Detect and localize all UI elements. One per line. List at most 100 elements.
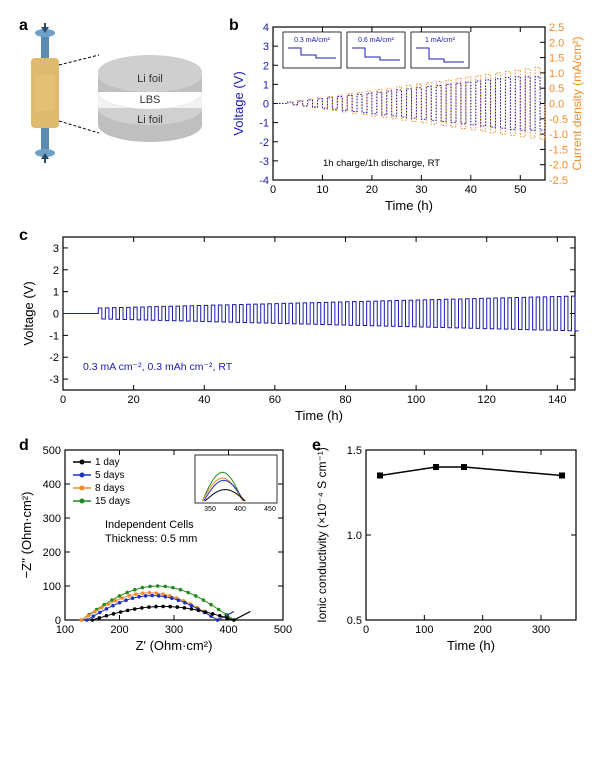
layer-label-bot: Li foil: [137, 114, 163, 126]
panel-a: a: [15, 15, 215, 185]
svg-text:200: 200: [43, 547, 61, 559]
svg-text:Ionic conductivity (×10⁻⁴ S cm: Ionic conductivity (×10⁻⁴ S cm⁻¹): [315, 447, 329, 623]
svg-text:20: 20: [366, 184, 378, 196]
svg-text:100: 100: [407, 394, 425, 406]
svg-text:400: 400: [43, 479, 61, 491]
panel-d-svg: 1002003004005000100200300400500Z' (Ohm·c…: [15, 435, 298, 665]
dash-top: [59, 55, 99, 65]
svg-text:1: 1: [263, 79, 269, 91]
figure: a: [15, 15, 591, 665]
svg-text:-2: -2: [259, 137, 269, 149]
svg-text:-1.5: -1.5: [549, 144, 568, 156]
svg-text:Time (h): Time (h): [447, 638, 495, 653]
svg-text:3: 3: [53, 243, 59, 255]
svg-text:140: 140: [548, 394, 566, 406]
panel-c-label: c: [19, 227, 28, 245]
svg-text:100: 100: [43, 581, 61, 593]
svg-text:0: 0: [55, 615, 61, 627]
svg-text:-2.0: -2.0: [549, 160, 568, 172]
clamp-body-hi: [35, 75, 55, 111]
svg-text:Time (h): Time (h): [385, 198, 433, 213]
svg-text:Z' (Ohm·cm²): Z' (Ohm·cm²): [136, 638, 213, 653]
svg-text:1.5: 1.5: [549, 53, 564, 65]
svg-text:60: 60: [269, 394, 281, 406]
svg-text:1 mA/cm²: 1 mA/cm²: [425, 37, 456, 44]
svg-text:300: 300: [43, 513, 61, 525]
svg-text:3: 3: [263, 41, 269, 53]
panel-b-label: b: [229, 17, 239, 35]
svg-text:2.0: 2.0: [549, 37, 564, 49]
svg-text:500: 500: [43, 445, 61, 457]
svg-text:-1.0: -1.0: [549, 129, 568, 141]
svg-text:120: 120: [478, 394, 496, 406]
svg-text:80: 80: [339, 394, 351, 406]
svg-text:Current density (mA/cm²): Current density (mA/cm²): [570, 36, 584, 170]
svg-text:Thickness: 0.5 mm: Thickness: 0.5 mm: [105, 533, 197, 545]
svg-text:100: 100: [415, 624, 433, 636]
svg-text:1 day: 1 day: [95, 457, 119, 468]
svg-text:-3: -3: [49, 374, 59, 386]
svg-text:2: 2: [263, 60, 269, 72]
svg-text:1.5: 1.5: [347, 445, 362, 457]
panel-e-svg: 0 100 200 300 0.5 1.0 1.5 Time (h) Ionic conduct…: [308, 435, 591, 665]
svg-text:Voltage (V): Voltage (V): [231, 71, 246, 135]
svg-text:40: 40: [198, 394, 210, 406]
svg-text:350: 350: [204, 506, 216, 513]
svg-text:2.5: 2.5: [549, 22, 564, 34]
layer-label-top: Li foil: [137, 73, 163, 85]
svg-text:0.0: 0.0: [549, 99, 564, 111]
svg-text:−Z'' (Ohm·cm²): −Z'' (Ohm·cm²): [19, 492, 34, 579]
svg-text:400: 400: [234, 506, 246, 513]
svg-text:300: 300: [532, 624, 550, 636]
svg-text:5 days: 5 days: [95, 470, 124, 481]
svg-text:0: 0: [270, 184, 276, 196]
svg-text:-0.5: -0.5: [549, 114, 568, 126]
panel-e: e 01002003000.51.01.5Time (h)Ionic condu…: [308, 435, 591, 665]
panel-b: b 01020304050-4-3-2-101234-2.5-2.0-1.5-1…: [225, 15, 585, 215]
svg-text:-4: -4: [259, 175, 269, 187]
svg-text:Independent Cells: Independent Cells: [105, 519, 194, 531]
svg-text:200: 200: [473, 624, 491, 636]
panel-a-label: a: [19, 17, 28, 35]
panel-d: d 1002003004005000100200300400500Z' (Ohm…: [15, 435, 298, 665]
svg-text:0.6 mA/cm²: 0.6 mA/cm²: [358, 37, 394, 44]
svg-text:20: 20: [127, 394, 139, 406]
panel-a-svg: Li foil LBS Li foil: [15, 15, 215, 185]
svg-text:30: 30: [415, 184, 427, 196]
svg-text:1h charge/1h discharge, RT: 1h charge/1h discharge, RT: [323, 158, 440, 169]
svg-text:8 days: 8 days: [95, 483, 124, 494]
panel-c: c 020406080100120140-3-2-10123Time (h)Vo…: [15, 225, 591, 425]
svg-text:2: 2: [53, 265, 59, 277]
svg-text:-2.5: -2.5: [549, 175, 568, 187]
svg-text:1.0: 1.0: [549, 68, 564, 80]
svg-text:-3: -3: [259, 156, 269, 168]
panel-b-svg: 01020304050-4-3-2-101234-2.5-2.0-1.5-1.0…: [225, 15, 585, 220]
svg-text:0.3 mA/cm²: 0.3 mA/cm²: [294, 37, 330, 44]
row-c: c 020406080100120140-3-2-10123Time (h)Vo…: [15, 225, 591, 425]
svg-text:50: 50: [514, 184, 526, 196]
svg-text:500: 500: [274, 624, 292, 636]
svg-text:450: 450: [264, 506, 276, 513]
svg-text:0: 0: [60, 394, 66, 406]
svg-text:0.5: 0.5: [347, 615, 362, 627]
panel-c-svg: 020406080100120140-3-2-10123Time (h)Volt…: [15, 225, 591, 430]
svg-text:1.0: 1.0: [347, 530, 362, 542]
svg-text:0: 0: [363, 624, 369, 636]
svg-text:400: 400: [219, 624, 237, 636]
panel-d-label: d: [19, 437, 29, 455]
svg-text:15 days: 15 days: [95, 496, 130, 507]
svg-text:4: 4: [263, 22, 269, 34]
svg-text:200: 200: [110, 624, 128, 636]
row-ab: a: [15, 15, 591, 215]
svg-text:Time (h): Time (h): [295, 408, 343, 423]
svg-text:0: 0: [263, 99, 269, 111]
svg-text:Voltage (V): Voltage (V): [21, 281, 36, 345]
svg-text:10: 10: [316, 184, 328, 196]
row-de: d 100 200 300 400 500 0 100 200 300 400 500 Z' (Ohm…: [15, 435, 591, 665]
svg-text:0.3 mA cm⁻², 0.3 mAh cm⁻², RT: 0.3 mA cm⁻², 0.3 mAh cm⁻², RT: [83, 361, 233, 373]
svg-text:1: 1: [53, 287, 59, 299]
svg-text:-1: -1: [259, 118, 269, 130]
svg-text:0.5: 0.5: [549, 83, 564, 95]
svg-text:-2: -2: [49, 352, 59, 364]
layer-label-mid: LBS: [140, 94, 161, 106]
